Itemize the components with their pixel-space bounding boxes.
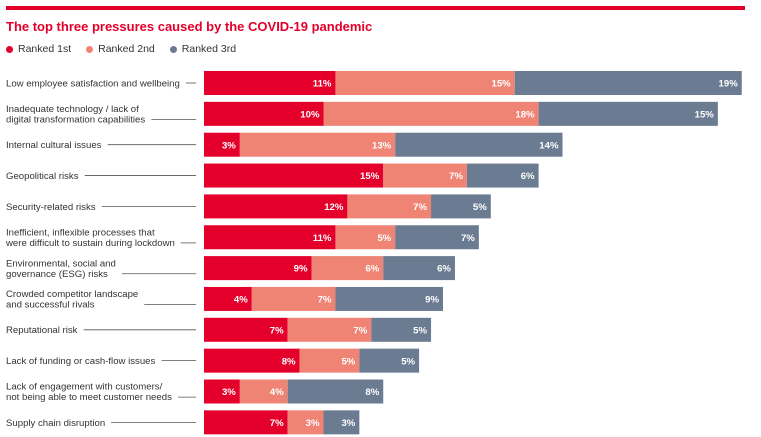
bar-segment <box>204 256 312 281</box>
bar-segment <box>204 286 252 311</box>
bar-segment <box>204 71 336 95</box>
chart-title: The top three pressures caused by the CO… <box>6 19 373 34</box>
data-label: 5% <box>377 233 391 244</box>
data-label: 5% <box>413 325 427 336</box>
bar-segment <box>204 194 348 219</box>
data-label: 4% <box>270 387 284 398</box>
chart-legend: Ranked 1st Ranked 2nd Ranked 3rd <box>6 43 236 55</box>
data-label: 13% <box>372 140 392 151</box>
data-label: 18% <box>515 109 535 120</box>
bar-segment <box>204 410 288 435</box>
legend-item-ranked-3rd: Ranked 3rd <box>169 43 237 55</box>
bar-segment <box>204 317 288 342</box>
bar-segment <box>395 132 563 157</box>
bar-segment <box>287 317 372 342</box>
data-label: 8% <box>282 356 296 367</box>
bar-segment <box>311 256 384 281</box>
category-label: Reputational risk <box>6 325 78 336</box>
category-label: Environmental, social and governance (ESG… <box>6 258 116 280</box>
data-label: 7% <box>413 202 427 213</box>
bar-segment <box>323 101 539 126</box>
data-label: 6% <box>365 264 379 275</box>
bar-segment <box>251 286 336 311</box>
data-label: 5% <box>341 356 355 367</box>
data-label: 8% <box>365 387 379 398</box>
data-label: 3% <box>306 418 320 429</box>
data-label: 3% <box>222 140 236 151</box>
legend-swatch-ranked-1st <box>6 45 13 53</box>
category-label: Supply chain disruption <box>6 418 105 429</box>
bar-segment <box>538 101 718 126</box>
legend-label-ranked-2nd: Ranked 2nd <box>98 43 155 55</box>
data-label: 5% <box>473 202 487 213</box>
data-label: 15% <box>491 79 511 90</box>
legend-swatch-ranked-3rd <box>169 45 177 53</box>
bar-segment <box>347 194 432 219</box>
bar-segment <box>323 410 360 435</box>
data-label: 14% <box>539 140 559 151</box>
bar-segment <box>466 163 539 188</box>
legend-item-ranked-1st: Ranked 1st <box>6 43 71 55</box>
data-label: 12% <box>324 202 344 213</box>
data-label: 7% <box>270 418 284 429</box>
category-label: Geopolitical risks <box>6 171 79 182</box>
data-label: 6% <box>437 264 451 275</box>
data-label: 7% <box>461 233 475 244</box>
bar-segment <box>239 132 396 157</box>
bar-segment <box>359 348 420 373</box>
category-label: Lack of funding or cash-flow issues <box>6 356 156 367</box>
category-label: Low employee satisfaction and wellbeing <box>6 78 180 89</box>
bar-segment <box>299 348 360 373</box>
bar-segment <box>204 225 336 250</box>
bar-segment <box>383 163 467 188</box>
data-label: 9% <box>294 264 308 275</box>
category-label: Inadequate technology / lack of digital t… <box>6 104 145 126</box>
data-label: 3% <box>222 387 236 398</box>
bar-segment <box>335 286 443 311</box>
data-label: 19% <box>719 79 739 90</box>
data-label: 9% <box>425 295 439 306</box>
bar-segment <box>287 379 384 404</box>
data-label: 15% <box>360 171 380 182</box>
bar-segment <box>395 225 479 250</box>
data-label: 10% <box>300 109 320 120</box>
category-label: Lack of engagement with customers/not be… <box>6 382 172 404</box>
data-label: 4% <box>234 295 248 306</box>
bar-segment <box>204 379 240 404</box>
legend-label-ranked-1st: Ranked 1st <box>18 43 72 55</box>
legend-swatch-ranked-2nd <box>86 45 94 53</box>
data-label: 6% <box>521 171 535 182</box>
data-label: 7% <box>353 325 367 336</box>
legend-label-ranked-3rd: Ranked 3rd <box>181 43 237 55</box>
bar-segment <box>204 163 384 188</box>
data-label: 5% <box>401 356 415 367</box>
data-label: 15% <box>695 109 715 120</box>
bar-segment <box>514 71 742 95</box>
bar-segment <box>239 379 288 404</box>
legend-item-ranked-2nd: Ranked 2nd <box>86 43 155 55</box>
bar-segment <box>371 317 432 342</box>
bar-segment <box>335 71 515 95</box>
title-rule <box>6 6 745 10</box>
bar-segment <box>383 256 455 281</box>
bar-segment <box>204 348 300 373</box>
category-label: Internal cultural issues <box>6 140 102 151</box>
category-label: Crowded competitor landscape and successf… <box>6 289 138 311</box>
data-label: 11% <box>313 233 332 244</box>
data-label: 3% <box>341 418 355 429</box>
bar-segment <box>287 410 324 435</box>
category-label: Security-related risks <box>6 202 96 213</box>
category-label: Inefficient, inflexible processes that we… <box>5 227 175 249</box>
bar-segment <box>335 225 396 250</box>
data-label: 7% <box>318 295 332 306</box>
data-label: 7% <box>449 171 463 182</box>
data-label: 11% <box>313 79 332 90</box>
bar-segment <box>204 101 324 126</box>
bar-segment <box>204 132 240 157</box>
bar-segment <box>431 194 491 219</box>
data-label: 7% <box>270 325 284 336</box>
